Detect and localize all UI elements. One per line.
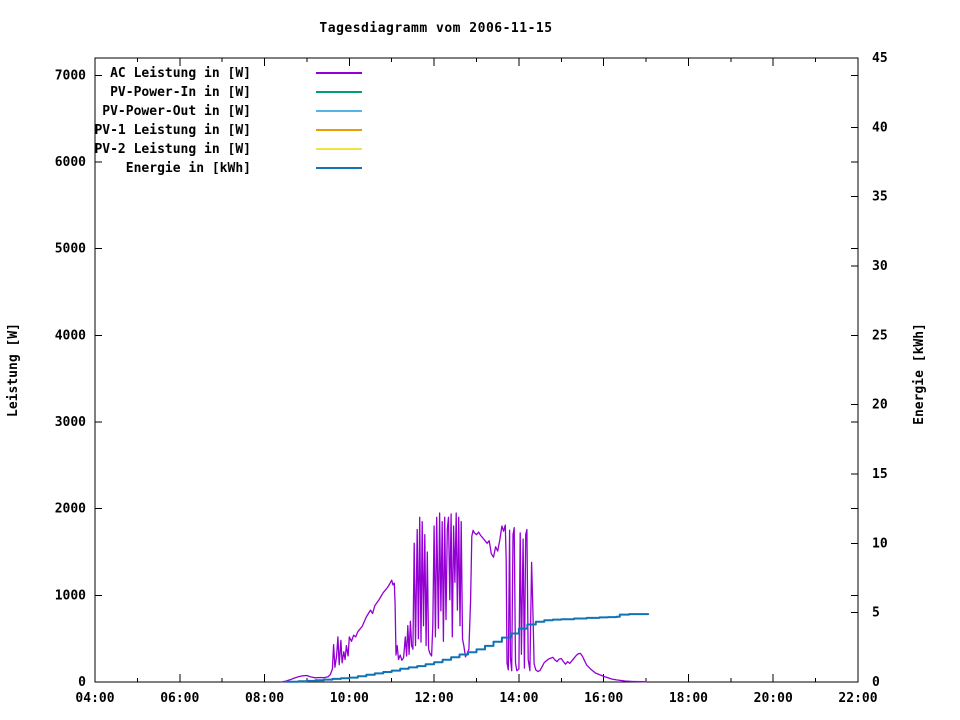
y-left-tick-label: 4000 (55, 328, 86, 343)
legend-label-pv-power-in-in-w: PV-Power-In in [W] (110, 85, 251, 100)
x-tick-label: 08:00 (245, 691, 284, 706)
legend-label-pv-2-leistung-in-w: PV-2 Leistung in [W] (94, 142, 251, 157)
x-tick-label: 22:00 (838, 691, 877, 706)
y-left-axis-label: Leistung [W] (6, 323, 21, 417)
x-tick-label: 16:00 (584, 691, 623, 706)
x-tick-label: 10:00 (330, 691, 369, 706)
legend-label-pv-power-out-in-w: PV-Power-Out in [W] (102, 104, 251, 119)
y-right-axis-label: Energie [kWh] (912, 323, 927, 425)
y-right-tick-label: 30 (872, 259, 888, 274)
y-right-tick-label: 20 (872, 398, 888, 413)
legend-label-pv-1-leistung-in-w: PV-1 Leistung in [W] (94, 123, 251, 138)
series-energie-in-kwh (284, 613, 650, 683)
x-tick-label: 06:00 (160, 691, 199, 706)
y-right-tick-label: 0 (872, 675, 880, 690)
y-left-tick-label: 3000 (55, 415, 86, 430)
y-right-tick-label: 45 (872, 51, 888, 66)
series-ac-leistung-in-w (280, 512, 647, 683)
y-left-tick-label: 5000 (55, 242, 86, 257)
x-tick-label: 12:00 (415, 691, 454, 706)
x-tick-label: 14:00 (499, 691, 538, 706)
legend-label-energie-in-kwh: Energie in [kWh] (126, 161, 251, 176)
y-right-tick-label: 40 (872, 120, 888, 135)
x-tick-label: 04:00 (75, 691, 114, 706)
y-right-tick-label: 10 (872, 536, 888, 551)
plot-area: 04:00 06:00 08:00 10:00 12:00 14:00 16:00 18:00… (55, 51, 888, 706)
chart-title: Tagesdiagramm vom 2006-11-15 (319, 21, 552, 36)
y-left-tick-label: 7000 (55, 68, 86, 83)
x-tick-label: 20:00 (754, 691, 793, 706)
y-left-tick-label: 6000 (55, 155, 86, 170)
legend-label-ac-leistung-in-w: AC Leistung in [W] (110, 66, 251, 81)
y-right-tick-label: 5 (872, 606, 880, 621)
y-right-tick-label: 35 (872, 190, 888, 205)
y-right-tick-label: 15 (872, 467, 888, 482)
x-tick-label: 18:00 (669, 691, 708, 706)
y-left-tick-label: 1000 (55, 588, 86, 603)
y-left-tick-label: 0 (78, 675, 86, 690)
y-right-tick-label: 25 (872, 328, 888, 343)
y-left-tick-label: 2000 (55, 502, 86, 517)
